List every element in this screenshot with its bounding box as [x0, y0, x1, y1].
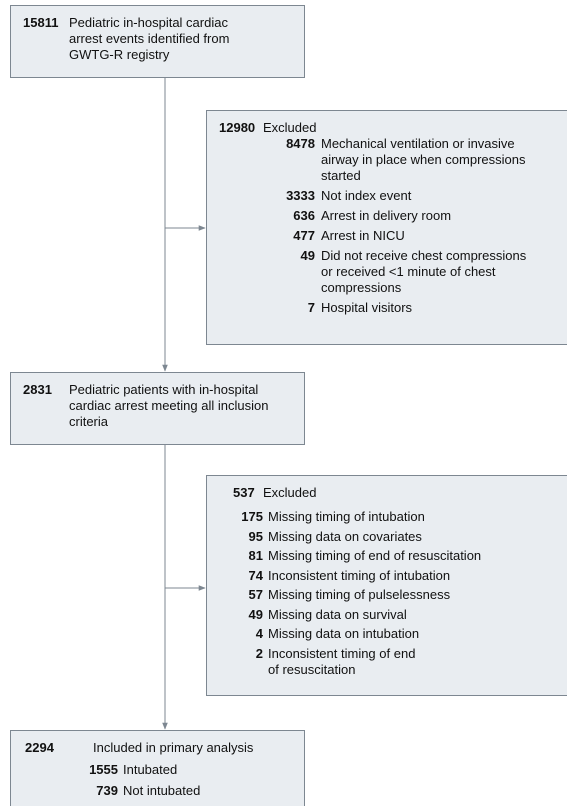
text-line: Arrest in NICU	[321, 228, 405, 243]
text-line: Missing data on intubation	[268, 626, 420, 641]
text-line: Missing timing of intubation	[268, 509, 425, 524]
text-line: Included in primary analysis	[93, 740, 254, 755]
count: 3333	[286, 188, 315, 203]
text: Excluded	[263, 120, 316, 136]
box: 2831 Pediatric patients with in-hospital c…	[10, 372, 305, 445]
text: Included in primary analysis	[93, 740, 253, 756]
text-line: Pediatric patients with in-hospital	[69, 382, 259, 397]
box: 15811 Pediatric in-hospital cardiac arrest…	[10, 5, 305, 78]
text: Inconsistent timing of intubation	[268, 568, 450, 584]
count: 739	[96, 783, 118, 798]
text: Missing timing of pulselessness	[268, 587, 450, 603]
text-line: Inconsistent timing of intubation	[268, 567, 451, 583]
text: Excluded	[263, 485, 316, 501]
text-line: Missing timing of end of resuscitation	[268, 548, 482, 563]
text-line: Not index event	[321, 188, 412, 203]
text-line: arrest events identified from	[69, 31, 230, 46]
count: 4	[255, 626, 263, 641]
text: Hospital visitors	[321, 300, 412, 316]
text-line: or received <1 minute of chest	[321, 264, 496, 279]
box: 12980 Excluded 8478 Mechanical ventilation …	[206, 110, 567, 345]
text: Pediatric in-hospital cardiac arrest even…	[69, 15, 229, 63]
count: 49	[300, 248, 315, 263]
text-line: Inconsistent timing of end	[268, 645, 416, 661]
text-line: airway in place when compressions	[321, 152, 526, 167]
count: 636	[293, 208, 315, 223]
count: 537	[233, 485, 255, 500]
count: 74	[248, 567, 263, 583]
text-line: Mechanical ventilation or invasive	[321, 136, 515, 151]
text-line: Missing timing of pulselessness	[268, 587, 451, 602]
text-line: Intubated	[123, 762, 178, 777]
text-line: Did not receive chest compressions	[321, 248, 527, 263]
text: Did not receive chest compressions or rec…	[321, 248, 526, 296]
text: Not index event	[321, 188, 411, 204]
text-line: Not intubated	[123, 783, 201, 798]
count: 477	[293, 228, 315, 243]
count: 8478	[286, 136, 315, 151]
count: 2294	[25, 740, 54, 755]
count: 2831	[23, 382, 52, 397]
text-line: Hospital visitors	[321, 300, 413, 315]
count: 7	[307, 300, 315, 315]
count: 81	[248, 548, 263, 563]
box: 537 Excluded 175 Missing timing of intubati…	[206, 475, 567, 696]
text: Not intubated	[123, 783, 200, 799]
count: 95	[248, 528, 263, 544]
text-line: Missing data on survival	[268, 606, 407, 622]
text-line: Excluded	[263, 120, 317, 135]
text: Pediatric patients with in-hospital cardi…	[69, 382, 268, 430]
text: Arrest in NICU	[321, 228, 405, 244]
text: Intubated	[123, 762, 177, 778]
text-line: Pediatric in-hospital cardiac	[69, 15, 228, 30]
count: 2	[255, 645, 263, 661]
text: Missing data on survival	[268, 607, 407, 623]
text-line: criteria	[69, 414, 109, 429]
text-line: GWTG-R registry	[69, 47, 170, 62]
text: Arrest in delivery room	[321, 208, 451, 224]
text-line: cardiac arrest meeting all inclusion	[69, 398, 269, 413]
count: 15811	[23, 15, 59, 30]
text-line: Missing data on covariates	[268, 528, 422, 544]
text: Mechanical ventilation or invasive airway…	[321, 136, 525, 184]
count: 12980	[219, 120, 256, 135]
text: Missing timing of intubation	[268, 509, 425, 525]
text: Missing timing of end of resuscitation	[268, 548, 481, 564]
box: 2294 Included in primary analysis 1555 Intu…	[10, 730, 305, 806]
text-line: compressions	[321, 280, 402, 295]
count: 49	[248, 606, 263, 622]
text-line: Excluded	[263, 485, 317, 500]
text: Inconsistent timing of end of resuscitati…	[268, 646, 415, 678]
text: Missing data on covariates	[268, 529, 422, 545]
text-line: of resuscitation	[268, 661, 356, 677]
text-line: started	[321, 168, 361, 183]
text-line: Arrest in delivery room	[321, 208, 452, 223]
count: 1555	[89, 762, 118, 777]
text: Missing data on intubation	[268, 626, 419, 642]
count: 57	[248, 587, 263, 602]
count: 175	[241, 509, 263, 524]
